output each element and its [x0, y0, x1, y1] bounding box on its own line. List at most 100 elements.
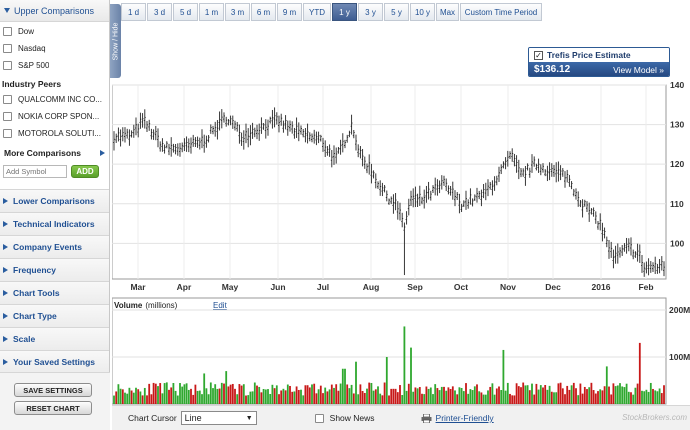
volume-bar: [445, 390, 448, 404]
volume-bar: [306, 385, 309, 404]
index-comparison-item[interactable]: Nasdaq: [0, 41, 109, 56]
price-bar: [482, 183, 485, 199]
sidebar-section-lower-comparisons[interactable]: Lower Comparisons: [0, 189, 109, 212]
range-button-3-m[interactable]: 3 m: [225, 3, 250, 21]
upper-comparisons-header[interactable]: Upper Comparisons: [0, 0, 109, 22]
volume-bar: [643, 391, 646, 404]
checkbox[interactable]: [3, 112, 12, 121]
sidebar-sections: Lower Comparisons Technical Indicators Com…: [0, 189, 109, 373]
volume-bar: [663, 385, 665, 404]
show-news-toggle[interactable]: Show News: [314, 413, 375, 423]
range-button-max[interactable]: Max: [436, 3, 459, 21]
volume-bar: [465, 383, 467, 404]
price-bar: [352, 130, 355, 139]
volume-bar: [289, 385, 291, 404]
volume-bar: [352, 393, 355, 404]
volume-bar: [630, 392, 632, 404]
sidebar-section-scale[interactable]: Scale: [0, 327, 109, 350]
range-button-5-d[interactable]: 5 d: [173, 3, 198, 21]
range-button-3-y[interactable]: 3 y: [358, 3, 383, 21]
sidebar-section-frequency[interactable]: Frequency: [0, 258, 109, 281]
price-bar: [489, 181, 492, 190]
volume-bar: [295, 386, 298, 404]
range-button-10-y[interactable]: 10 y: [410, 3, 435, 21]
checkbox[interactable]: [3, 27, 12, 36]
price-bar: [121, 127, 124, 142]
range-button-1-d[interactable]: 1 d: [121, 3, 146, 21]
add-symbol-input[interactable]: [3, 164, 67, 178]
more-comparisons-row[interactable]: More Comparisons: [0, 145, 109, 161]
price-bar: [451, 181, 454, 200]
save-settings-button[interactable]: SAVE SETTINGS: [14, 383, 92, 397]
price-estimate-value: $136.12: [534, 64, 571, 75]
price-bar: [363, 156, 366, 169]
volume-bar: [278, 394, 280, 404]
volume-bar: [225, 371, 228, 404]
price-bar: [146, 120, 148, 133]
checkbox[interactable]: [3, 129, 12, 138]
price-bar: [517, 159, 520, 180]
show-hide-tab[interactable]: Show / Hide: [110, 4, 121, 78]
sidebar-section-company-events[interactable]: Company Events: [0, 235, 109, 258]
volume-bar: [207, 394, 210, 404]
peer-comparison-item[interactable]: QUALCOMM INC CO...: [0, 92, 109, 107]
range-button-custom-time-period[interactable]: Custom Time Period: [460, 3, 542, 21]
chart-cursor-select[interactable]: Line ▼: [180, 411, 257, 425]
volume-bar: [326, 391, 329, 404]
reset-chart-button[interactable]: RESET CHART: [14, 401, 92, 415]
index-comparison-item[interactable]: Dow: [0, 24, 109, 39]
sidebar-section-chart-tools[interactable]: Chart Tools: [0, 281, 109, 304]
volume-bar: [245, 395, 247, 404]
price-bar: [550, 163, 553, 177]
checkbox[interactable]: [3, 44, 12, 53]
volume-bar: [317, 389, 320, 404]
price-bar: [251, 122, 254, 139]
range-button-5-y[interactable]: 5 y: [384, 3, 409, 21]
printer-friendly-link[interactable]: Printer-Friendly: [421, 413, 494, 423]
range-button-1-m[interactable]: 1 m: [199, 3, 224, 21]
range-button-ytd[interactable]: YTD: [303, 3, 331, 21]
price-bar: [473, 194, 476, 201]
sidebar-section-your-saved-settings[interactable]: Your Saved Settings: [0, 350, 109, 373]
view-model-link[interactable]: View Model »: [613, 64, 664, 75]
sidebar-section-chart-type[interactable]: Chart Type: [0, 304, 109, 327]
index-comparison-item[interactable]: S&P 500: [0, 58, 109, 73]
price-bar: [522, 168, 525, 177]
volume-bar: [196, 390, 199, 404]
price-estimate-checkbox[interactable]: ✓: [534, 50, 543, 60]
peer-comparison-item[interactable]: NOKIA CORP SPON...: [0, 109, 109, 124]
peer-comparison-item[interactable]: MOTOROLA SOLUTI...: [0, 126, 109, 141]
volume-bar: [616, 385, 619, 404]
price-bar: [487, 179, 489, 197]
volume-bar: [537, 389, 540, 404]
volume-bar: [636, 383, 639, 404]
volume-bar: [249, 391, 252, 404]
price-bar: [300, 125, 302, 135]
price-bar: [297, 122, 300, 142]
price-bar: [449, 185, 452, 196]
sidebar-section-technical-indicators[interactable]: Technical Indicators: [0, 212, 109, 235]
price-bar: [471, 198, 474, 207]
volume-bar: [273, 388, 276, 404]
volume-bar: [260, 392, 263, 404]
volume-edit-link[interactable]: Edit: [213, 301, 228, 310]
volume-bar: [379, 393, 382, 404]
price-bar: [264, 119, 267, 139]
price-bar: [337, 146, 340, 154]
range-button-1-y[interactable]: 1 y: [332, 3, 357, 21]
range-button-6-m[interactable]: 6 m: [251, 3, 276, 21]
volume-bar: [478, 391, 481, 404]
checkbox[interactable]: [3, 61, 12, 70]
range-button-3-d[interactable]: 3 d: [147, 3, 172, 21]
sidebar-section-label: Company Events: [13, 242, 82, 252]
volume-bar: [414, 387, 417, 404]
show-news-checkbox[interactable]: [314, 413, 324, 423]
price-bar: [194, 137, 197, 147]
add-button[interactable]: ADD: [71, 164, 99, 178]
checkbox[interactable]: [3, 95, 12, 104]
price-bar: [388, 198, 390, 205]
volume-bar: [511, 395, 514, 404]
price-bar: [161, 138, 164, 152]
range-button-9-m[interactable]: 9 m: [277, 3, 302, 21]
chart-area[interactable]: 100 110 120 130 140 Mar Apr May Jun Jul Aug Sep Oct N…: [112, 80, 690, 405]
